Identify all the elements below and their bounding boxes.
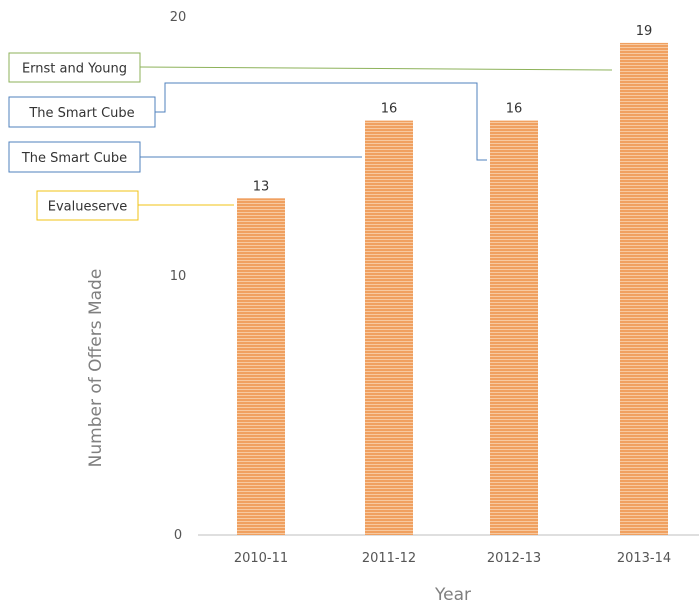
callout-label: Ernst and Young <box>22 62 127 77</box>
callout-box <box>36 190 139 221</box>
bar <box>490 120 538 535</box>
x-axis-ticks: 2010-11 2011-12 2012-13 2013-14 <box>234 551 671 566</box>
callout-label: Evalueserve <box>48 200 128 215</box>
y-tick-label: 0 <box>174 528 182 543</box>
y-tick-label: 10 <box>170 269 187 284</box>
callout: Ernst and Young <box>8 52 613 83</box>
callout: The Smart Cube <box>8 82 487 161</box>
bar <box>237 198 285 536</box>
bar <box>365 120 413 535</box>
data-label: 13 <box>253 179 270 194</box>
data-label: 16 <box>381 102 398 117</box>
x-tick-label: 2011-12 <box>362 551 416 566</box>
annotation-callouts: Ernst and Young The Smart Cube The Smart C… <box>8 52 613 221</box>
x-axis-title: Year <box>434 585 471 605</box>
callout-box <box>8 52 141 83</box>
y-axis-ticks: 0 10 20 <box>170 10 187 543</box>
x-tick-label: 2010-11 <box>234 551 288 566</box>
callout-box <box>8 96 156 128</box>
x-tick-label: 2013-14 <box>617 551 671 566</box>
callout-label: The Smart Cube <box>28 106 134 121</box>
bar <box>620 42 668 536</box>
data-label: 19 <box>636 24 653 39</box>
x-tick-label: 2012-13 <box>487 551 541 566</box>
data-label: 16 <box>506 102 523 117</box>
callout-leader-line <box>155 82 487 161</box>
callout-leader-line <box>139 66 613 71</box>
callout: Evalueserve <box>36 190 234 221</box>
callout-label: The Smart Cube <box>21 151 127 166</box>
y-tick-label: 20 <box>170 10 187 25</box>
callout: The Smart Cube <box>8 141 362 173</box>
y-axis-title: Number of Offers Made <box>86 269 106 468</box>
bars: 13 16 16 19 <box>237 24 668 536</box>
callout-box <box>8 141 141 173</box>
